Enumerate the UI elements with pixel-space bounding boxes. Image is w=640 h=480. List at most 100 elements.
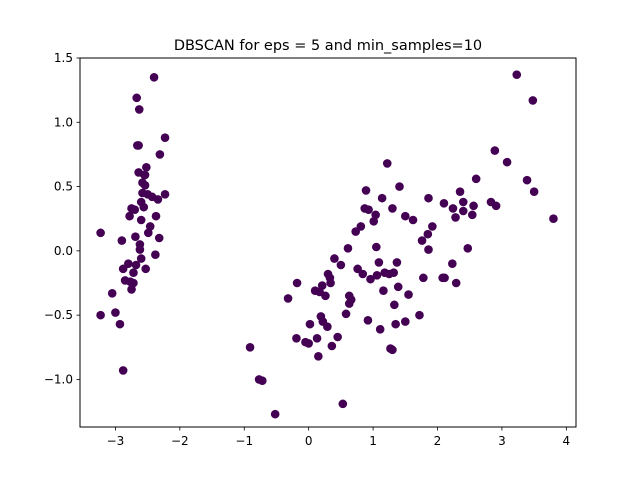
- data-point: [130, 205, 140, 215]
- data-point: [134, 141, 143, 150]
- data-point: [330, 254, 339, 263]
- data-point: [131, 232, 140, 242]
- data-point: [440, 273, 449, 283]
- data-point: [129, 278, 138, 288]
- data-point: [149, 72, 159, 82]
- data-point: [139, 202, 149, 212]
- data-point: [382, 159, 392, 168]
- data-point: [134, 105, 144, 114]
- data-point: [448, 204, 458, 213]
- data-point: [388, 204, 397, 213]
- data-point: [528, 96, 538, 105]
- chart-title: DBSCAN for eps = 5 and min_samples=10: [174, 38, 482, 54]
- data-point: [364, 205, 373, 215]
- y-tick-label: −0.5: [44, 308, 73, 322]
- data-point: [151, 211, 161, 221]
- plot-area-frame: [79, 57, 577, 428]
- data-point: [448, 259, 457, 269]
- data-point: [391, 319, 400, 329]
- data-point: [451, 213, 460, 222]
- data-point: [140, 180, 150, 190]
- data-point: [419, 273, 428, 283]
- data-point: [283, 294, 293, 303]
- data-point: [258, 376, 267, 386]
- data-point: [417, 236, 427, 245]
- data-point: [374, 258, 384, 267]
- data-point: [502, 157, 512, 167]
- data-point: [404, 290, 413, 299]
- data-point: [408, 215, 418, 225]
- data-point: [423, 229, 433, 239]
- y-axis: −1.0 −0.5 0.0 0.5 1.0 1.5: [44, 51, 80, 386]
- data-point: [467, 210, 477, 220]
- data-point: [401, 317, 410, 326]
- data-point: [388, 345, 397, 355]
- data-point: [338, 399, 348, 409]
- data-point: [305, 319, 315, 329]
- data-point: [314, 351, 323, 361]
- data-point: [321, 291, 330, 301]
- data-point: [491, 201, 501, 211]
- data-point: [336, 260, 346, 270]
- data-point: [333, 332, 342, 342]
- data-point: [245, 342, 255, 352]
- data-point: [326, 278, 335, 288]
- data-point: [512, 70, 522, 80]
- data-point: [522, 175, 532, 185]
- data-point: [393, 282, 403, 292]
- data-point: [471, 174, 481, 184]
- data-point: [327, 341, 337, 351]
- data-point: [136, 215, 146, 225]
- data-point: [160, 189, 170, 199]
- x-tick-label: 0: [305, 434, 313, 448]
- data-point: [366, 274, 375, 284]
- data-point: [312, 333, 322, 343]
- data-point: [424, 193, 433, 203]
- data-point: [372, 270, 382, 280]
- data-point: [145, 222, 155, 231]
- data-point: [458, 206, 468, 216]
- data-point: [415, 310, 424, 320]
- x-tick-label: 2: [434, 434, 442, 448]
- x-tick-label: −3: [107, 434, 125, 448]
- data-point: [356, 222, 366, 231]
- data-point: [458, 197, 468, 207]
- data-point: [142, 162, 151, 172]
- data-point: [131, 260, 141, 270]
- data-point: [118, 366, 128, 375]
- x-tick-label: 3: [498, 434, 506, 448]
- data-point: [389, 268, 399, 278]
- data-point: [395, 182, 404, 191]
- data-point: [160, 133, 170, 143]
- data-point: [125, 211, 134, 221]
- data-point: [96, 228, 105, 238]
- data-point: [529, 187, 539, 197]
- y-tick-label: 1.0: [54, 115, 73, 129]
- data-point: [358, 269, 368, 279]
- data-point: [469, 201, 478, 211]
- data-point: [346, 295, 356, 305]
- data-point: [115, 319, 125, 329]
- data-point: [424, 245, 433, 254]
- data-point: [155, 150, 165, 159]
- data-point: [107, 288, 117, 298]
- y-tick-label: 0.0: [54, 244, 73, 258]
- data-point: [377, 193, 387, 203]
- data-point: [323, 322, 332, 332]
- data-point: [292, 278, 302, 288]
- data-point: [361, 186, 371, 195]
- data-point: [129, 268, 138, 278]
- data-point: [153, 195, 163, 204]
- x-tick-label: 4: [563, 434, 571, 448]
- x-tick-label: −1: [235, 434, 253, 448]
- x-tick-label: −2: [171, 434, 189, 448]
- data-point: [379, 286, 388, 296]
- data-point: [317, 281, 327, 290]
- data-point: [463, 243, 473, 253]
- data-point: [96, 310, 105, 320]
- y-tick-label: −1.0: [44, 372, 73, 386]
- data-point: [371, 210, 380, 220]
- data-point: [136, 254, 146, 263]
- data-point: [392, 258, 402, 267]
